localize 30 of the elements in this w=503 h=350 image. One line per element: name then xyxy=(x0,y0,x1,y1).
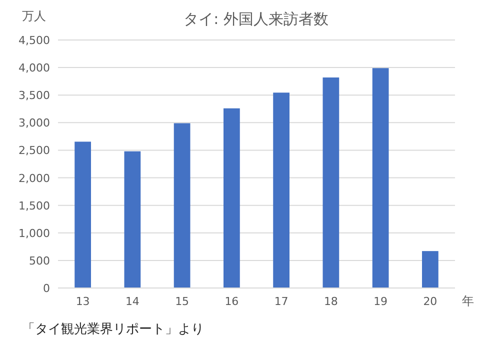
y-tick-label: 4,000 xyxy=(18,62,50,75)
bar xyxy=(273,92,290,288)
x-tick-label: 14 xyxy=(125,295,140,308)
x-axis-title: 年 xyxy=(462,294,474,308)
bar xyxy=(124,151,141,288)
x-tick-label: 19 xyxy=(374,295,388,308)
bar xyxy=(174,123,190,288)
x-tick-label: 17 xyxy=(274,295,288,308)
x-tick-label: 15 xyxy=(175,295,190,308)
bar xyxy=(322,77,340,288)
bar xyxy=(74,142,91,288)
text: 「タイ観光業界リポート」より xyxy=(22,322,204,337)
x-tick-label: 18 xyxy=(324,295,338,308)
x-tick-label: 16 xyxy=(224,295,239,308)
x-tick-label: 20 xyxy=(423,295,438,308)
x-tick-label: 13 xyxy=(76,295,90,308)
y-tick-label: 4,500 xyxy=(18,34,50,47)
y-tick-label: 3,000 xyxy=(18,116,50,130)
bar xyxy=(372,68,389,288)
y-tick-label: 1,500 xyxy=(18,199,50,212)
bar xyxy=(422,251,438,288)
y-tick-label: 1,000 xyxy=(18,226,50,240)
y-tick-label: 0 xyxy=(43,282,50,295)
chart-title: タイ: 外国人来訪者数 xyxy=(184,10,328,28)
y-tick-label: 2,000 xyxy=(18,172,50,185)
y-tick-label: 500 xyxy=(29,254,50,268)
y-tick-label: 3,500 xyxy=(18,89,50,102)
bar xyxy=(224,108,240,288)
y-tick-label: 2,500 xyxy=(18,144,50,158)
y-axis-title: 万人 xyxy=(22,9,46,23)
